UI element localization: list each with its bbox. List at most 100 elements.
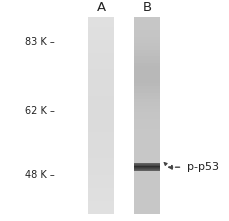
Bar [88,122,114,126]
Bar [134,166,160,167]
Bar [134,109,160,112]
Bar [134,168,160,171]
Bar [134,40,160,43]
Bar [134,158,160,162]
Bar [88,135,114,139]
Bar [134,167,160,168]
Bar [88,181,114,185]
Bar [134,99,160,102]
Bar [134,188,160,191]
Bar [134,191,160,195]
Bar [134,132,160,135]
Bar [88,145,114,149]
Bar [134,195,160,198]
Bar [134,73,160,76]
Bar [88,36,114,40]
Bar [134,43,160,46]
Bar [134,17,160,214]
Bar [134,211,160,214]
Bar [134,106,160,109]
Bar [134,178,160,181]
Bar [134,142,160,145]
Bar [134,145,160,149]
Bar [88,69,114,73]
Bar [88,185,114,188]
Bar [88,73,114,76]
Bar [134,96,160,99]
Bar [88,211,114,214]
Bar [88,126,114,129]
Bar [88,168,114,171]
Bar [134,164,160,165]
Bar [88,158,114,162]
Text: A: A [96,2,105,15]
Bar [134,33,160,36]
Bar [134,204,160,208]
Bar [134,76,160,79]
Bar [88,46,114,50]
Bar [88,40,114,43]
Bar [88,132,114,135]
Bar [134,152,160,155]
Bar [88,188,114,191]
Bar [88,33,114,36]
Bar [134,20,160,23]
Bar [88,86,114,89]
Bar [88,43,114,46]
Bar [88,204,114,208]
Bar [88,17,114,214]
Bar [134,112,160,116]
Bar [134,165,160,166]
Text: p-p53: p-p53 [187,162,218,172]
Bar [134,63,160,66]
Bar [134,181,160,185]
Bar [88,99,114,102]
Bar [88,23,114,27]
Bar [88,129,114,132]
Bar [88,116,114,119]
Bar [134,83,160,86]
Bar [88,191,114,195]
Bar [88,20,114,23]
Bar [88,165,114,168]
Bar [88,83,114,86]
Bar [134,17,160,20]
Bar [134,170,160,171]
Bar [134,155,160,158]
Bar [88,112,114,116]
Bar [88,96,114,99]
Bar [134,30,160,33]
Bar [88,93,114,96]
Bar [134,36,160,40]
Text: 48 K –: 48 K – [25,170,55,180]
Bar [134,50,160,53]
Bar [88,195,114,198]
Bar [88,60,114,63]
Bar [134,119,160,122]
Bar [134,185,160,188]
Bar [88,139,114,142]
Bar [88,102,114,106]
Bar [134,60,160,63]
Bar [88,30,114,33]
Bar [88,106,114,109]
Bar [134,201,160,204]
Bar [88,17,114,20]
Bar [88,175,114,178]
Bar [134,139,160,142]
Bar [134,56,160,60]
Bar [134,169,160,170]
Bar [134,69,160,73]
Bar [134,163,160,164]
Bar [134,116,160,119]
Bar [134,27,160,30]
Bar [134,126,160,129]
Bar [134,46,160,50]
Bar [88,152,114,155]
Bar [88,50,114,53]
Text: B: B [142,2,151,15]
Bar [88,171,114,175]
Bar [88,149,114,152]
Bar [88,56,114,60]
Bar [134,171,160,175]
